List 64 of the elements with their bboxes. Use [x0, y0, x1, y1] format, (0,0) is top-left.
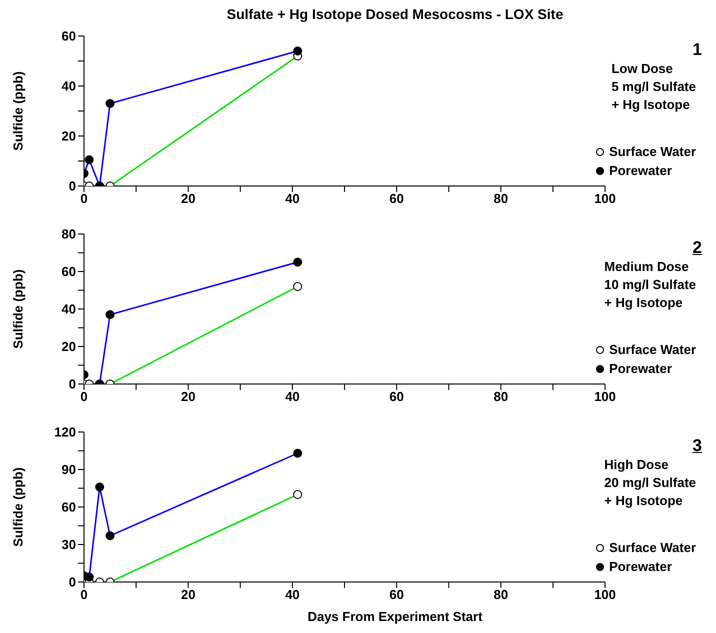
- x-tick-label: 0: [80, 191, 88, 206]
- x-tick-label: 40: [285, 587, 300, 602]
- x-tick-label: 80: [494, 191, 508, 206]
- legend-label: Surface Water: [609, 144, 696, 159]
- y-axis-title: Sulfide (ppb): [10, 269, 26, 349]
- y-tick-label: 0: [68, 376, 76, 392]
- x-tick-label: 80: [494, 587, 508, 602]
- legend-label: Porewater: [609, 559, 672, 574]
- y-axis-title: Sulfide (ppb): [10, 71, 26, 151]
- y-tick-label: 0: [68, 574, 76, 590]
- y-tick-label: 20: [62, 339, 76, 354]
- annotation: High Dose: [604, 456, 670, 474]
- x-tick-label: 20: [180, 191, 196, 206]
- y-tick-label: 0: [68, 178, 76, 194]
- x-tick-label: 60: [389, 587, 404, 602]
- y-tick-label: 60: [62, 500, 76, 515]
- x-tick-label: 100: [594, 389, 616, 404]
- annotation: 20 mg/l Sulfate: [604, 474, 697, 492]
- y-tick-label: 120: [54, 424, 76, 440]
- x-tick-label: 20: [180, 389, 196, 404]
- text: 3: [692, 436, 702, 456]
- text: + Hg Isotope: [611, 96, 691, 114]
- x-tick-label: 0: [80, 587, 88, 602]
- point: [293, 282, 302, 291]
- legend-label: Porewater: [609, 361, 672, 376]
- chart-title: Sulfate + Hg Isotope Dosed Mesocosms - LOX Site: [226, 6, 564, 22]
- point: [293, 448, 302, 458]
- y-tick-label: 90: [62, 462, 76, 478]
- y-tick-label: 30: [62, 537, 76, 552]
- point: [95, 482, 104, 492]
- legend-label: Surface Water: [609, 540, 696, 555]
- legend-label: Surface Water: [609, 342, 696, 357]
- x-tick-label: 60: [389, 389, 404, 404]
- text: 1: [692, 40, 702, 60]
- text: Low Dose: [611, 60, 674, 78]
- point: [106, 531, 115, 540]
- point: [106, 99, 115, 108]
- x-tick-label: 0: [80, 389, 88, 404]
- x-tick-label: 100: [594, 587, 616, 602]
- x-tick-label: 20: [180, 587, 196, 602]
- x-tick-label: 60: [389, 191, 404, 206]
- y-tick-label: 40: [62, 78, 76, 94]
- y-tick-label: 80: [62, 226, 76, 242]
- x-tick-label: 80: [494, 389, 508, 404]
- text: 5 mg/l Sulfate: [611, 78, 697, 96]
- y-tick-label: 40: [62, 302, 76, 317]
- point: [106, 310, 115, 320]
- annotation: 10 mg/l Sulfate: [604, 276, 697, 294]
- x-axis-title: Days From Experiment Start: [306, 609, 484, 624]
- annotation: Medium Dose: [604, 258, 690, 276]
- y-tick-label: 20: [62, 128, 76, 144]
- y-axis-title: Sulfide (ppb): [10, 467, 26, 547]
- x-tick-label: 40: [285, 389, 300, 404]
- y-tick-label: 60: [62, 28, 76, 44]
- point: [293, 490, 302, 499]
- x-tick-label: 100: [594, 191, 616, 206]
- text: 2: [692, 238, 702, 258]
- y-tick-label: 60: [62, 264, 76, 280]
- point: [293, 46, 302, 56]
- legend-label: Porewater: [609, 163, 672, 178]
- annotation: + Hg Isotope: [604, 492, 684, 510]
- x-tick-label: 40: [285, 191, 300, 206]
- annotation: + Hg Isotope: [604, 294, 684, 312]
- point: [293, 258, 302, 267]
